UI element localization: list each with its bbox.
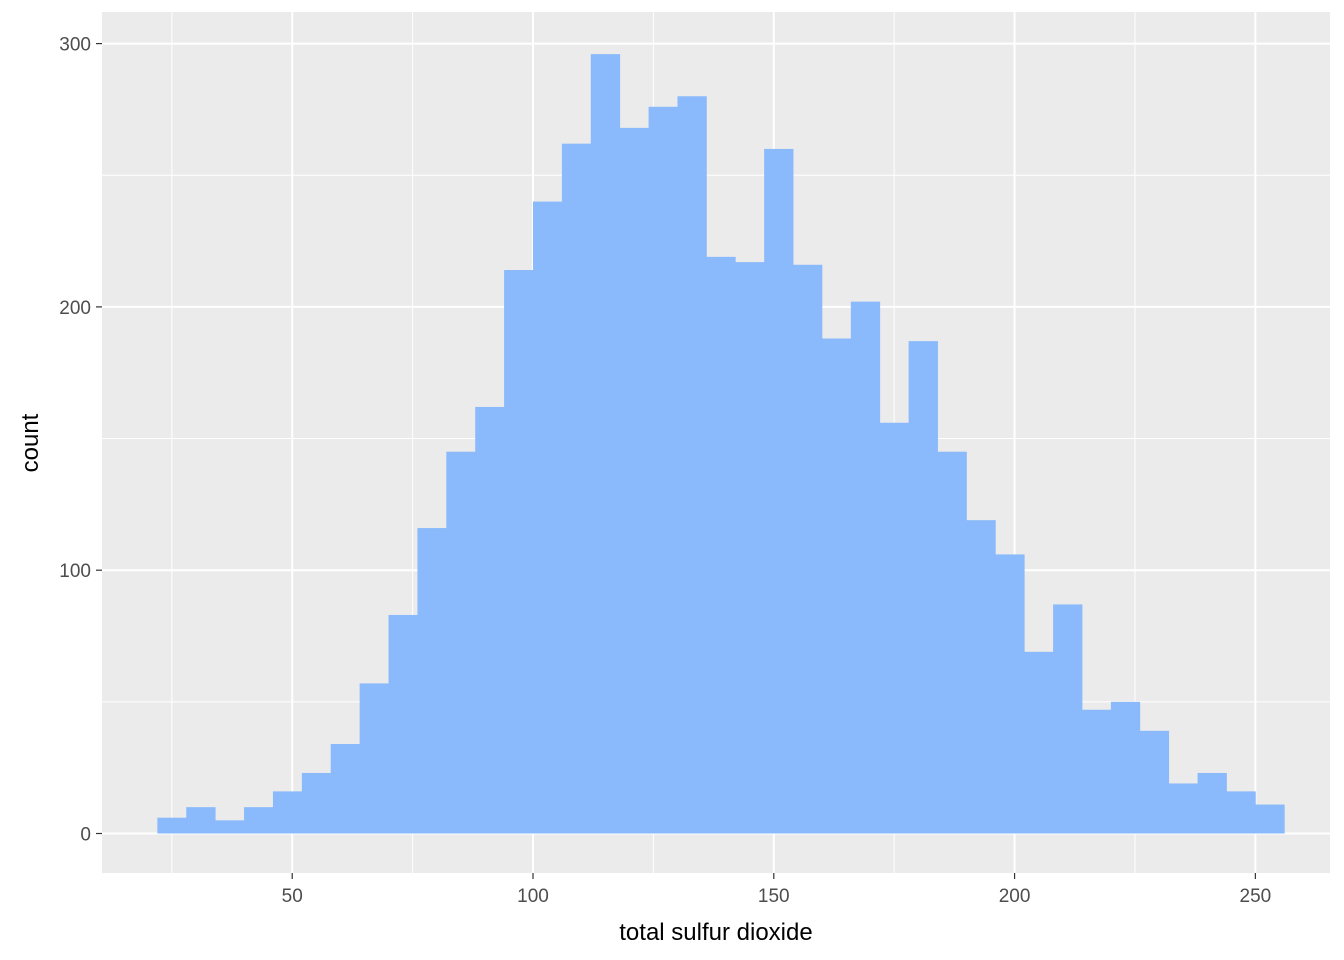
histogram-bar bbox=[215, 820, 245, 834]
histogram-bar bbox=[1255, 804, 1285, 834]
histogram-bar bbox=[966, 520, 996, 834]
histogram-bar bbox=[1168, 783, 1198, 834]
y-tick-label: 100 bbox=[59, 561, 91, 582]
histogram-bar bbox=[1081, 709, 1112, 834]
histogram-bar bbox=[590, 54, 621, 834]
y-axis-title: count bbox=[17, 413, 44, 472]
histogram-bar bbox=[648, 106, 678, 834]
histogram-bar bbox=[475, 406, 505, 834]
x-tick-label: 100 bbox=[517, 886, 549, 907]
histogram-bar bbox=[821, 338, 852, 834]
histogram-bar bbox=[388, 614, 418, 834]
x-axis-title: total sulfur dioxide bbox=[619, 919, 812, 946]
histogram-bar bbox=[706, 256, 736, 834]
histogram-bar bbox=[793, 264, 823, 834]
histogram-bar bbox=[1053, 604, 1083, 834]
histogram-bar bbox=[1197, 772, 1227, 834]
histogram-bar bbox=[272, 791, 303, 834]
histogram-bar bbox=[677, 96, 707, 834]
y-tick-label: 200 bbox=[59, 298, 91, 319]
histogram-bar bbox=[359, 683, 389, 834]
y-axis-ticks: 0 100 200 300 bbox=[59, 35, 102, 846]
x-tick-label: 50 bbox=[282, 886, 303, 907]
histogram-bar bbox=[995, 554, 1025, 834]
y-tick-label: 0 bbox=[80, 825, 91, 846]
histogram-bar bbox=[561, 143, 592, 834]
histogram-bar bbox=[533, 201, 563, 834]
histogram-bar bbox=[1139, 730, 1170, 834]
histogram-bar bbox=[1024, 651, 1054, 834]
x-tick-label: 200 bbox=[999, 886, 1031, 907]
histogram-bar bbox=[244, 807, 274, 834]
histogram-bar bbox=[908, 341, 938, 834]
histogram-bar bbox=[764, 148, 794, 834]
histogram-bar bbox=[417, 528, 447, 834]
histogram-bar bbox=[1110, 701, 1141, 834]
x-axis-ticks: 50 100 150 200 250 bbox=[282, 873, 1272, 907]
x-tick-label: 150 bbox=[758, 886, 790, 907]
histogram-bar bbox=[879, 422, 910, 834]
bars bbox=[157, 54, 1285, 834]
histogram-bar bbox=[937, 451, 967, 834]
histogram-bar bbox=[446, 451, 476, 834]
histogram-bar bbox=[186, 807, 216, 834]
y-tick-label: 300 bbox=[59, 35, 91, 56]
histogram-bar bbox=[157, 817, 187, 834]
histogram-bar bbox=[735, 262, 765, 834]
histogram-bar bbox=[504, 270, 534, 834]
histogram-bar bbox=[1226, 791, 1256, 834]
histogram-bar bbox=[619, 127, 649, 834]
histogram-bar bbox=[301, 772, 332, 834]
histogram-bar bbox=[850, 301, 881, 834]
x-tick-label: 250 bbox=[1240, 886, 1272, 907]
histogram-bar bbox=[330, 743, 361, 834]
